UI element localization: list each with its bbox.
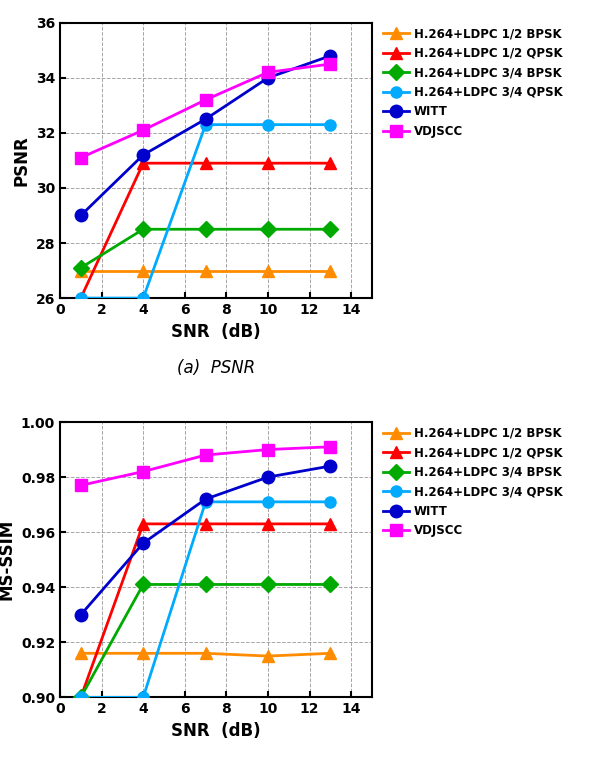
H.264+LDPC 1/2 QPSK [140,519,147,528]
H.264+LDPC 3/4 BPSK [140,580,147,589]
Text: (a)  PSNR: (a) PSNR [177,359,255,377]
Line: H.264+LDPC 1/2 QPSK: H.264+LDPC 1/2 QPSK [75,158,336,304]
H.264+LDPC 3/4 BPSK [327,224,334,233]
H.264+LDPC 1/2 QPSK [327,158,334,168]
H.264+LDPC 1/2 QPSK [77,693,85,702]
VDJSCC [140,126,147,135]
VDJSCC [265,67,272,77]
H.264+LDPC 3/4 QPSK [77,293,85,302]
VDJSCC [77,481,85,490]
H.264+LDPC 3/4 BPSK [140,224,147,233]
VDJSCC [202,96,209,105]
H.264+LDPC 1/2 QPSK [265,158,272,168]
X-axis label: SNR  (dB): SNR (dB) [171,322,261,340]
H.264+LDPC 1/2 BPSK [265,266,272,275]
H.264+LDPC 3/4 BPSK [202,580,209,589]
WITT [77,610,85,619]
VDJSCC [327,442,334,451]
WITT [327,462,334,471]
H.264+LDPC 1/2 BPSK [140,649,147,658]
H.264+LDPC 3/4 BPSK [265,580,272,589]
WITT [327,52,334,61]
Line: H.264+LDPC 3/4 QPSK: H.264+LDPC 3/4 QPSK [75,119,336,304]
WITT [265,472,272,481]
H.264+LDPC 1/2 BPSK [202,649,209,658]
H.264+LDPC 1/2 BPSK [327,649,334,658]
H.264+LDPC 3/4 QPSK [265,497,272,506]
Legend: H.264+LDPC 1/2 BPSK, H.264+LDPC 1/2 QPSK, H.264+LDPC 3/4 BPSK, H.264+LDPC 3/4 QP: H.264+LDPC 1/2 BPSK, H.264+LDPC 1/2 QPSK… [378,422,567,542]
H.264+LDPC 3/4 BPSK [77,263,85,272]
H.264+LDPC 3/4 BPSK [77,693,85,702]
VDJSCC [140,467,147,476]
Line: H.264+LDPC 3/4 BPSK: H.264+LDPC 3/4 BPSK [75,224,336,274]
H.264+LDPC 1/2 QPSK [202,519,209,528]
H.264+LDPC 3/4 QPSK [140,693,147,702]
Line: WITT: WITT [74,460,337,621]
H.264+LDPC 1/2 BPSK [265,652,272,661]
Line: VDJSCC: VDJSCC [74,440,337,492]
H.264+LDPC 3/4 QPSK [77,693,85,702]
Y-axis label: MS-SSIM: MS-SSIM [0,519,16,600]
Line: VDJSCC: VDJSCC [74,58,337,164]
H.264+LDPC 3/4 QPSK [140,293,147,302]
WITT [140,539,147,548]
Line: H.264+LDPC 1/2 BPSK: H.264+LDPC 1/2 BPSK [75,265,336,276]
H.264+LDPC 1/2 QPSK [77,293,85,302]
H.264+LDPC 1/2 BPSK [202,266,209,275]
H.264+LDPC 1/2 BPSK [327,266,334,275]
H.264+LDPC 1/2 QPSK [140,158,147,168]
H.264+LDPC 3/4 QPSK [202,497,209,506]
WITT [202,114,209,124]
H.264+LDPC 3/4 BPSK [202,224,209,233]
H.264+LDPC 1/2 BPSK [77,649,85,658]
H.264+LDPC 3/4 QPSK [327,497,334,506]
Line: H.264+LDPC 3/4 BPSK: H.264+LDPC 3/4 BPSK [75,579,336,703]
VDJSCC [202,450,209,459]
VDJSCC [327,59,334,68]
H.264+LDPC 3/4 QPSK [202,120,209,129]
WITT [202,494,209,503]
WITT [77,211,85,220]
Line: H.264+LDPC 1/2 QPSK: H.264+LDPC 1/2 QPSK [75,518,336,703]
VDJSCC [265,445,272,454]
H.264+LDPC 3/4 BPSK [265,224,272,233]
H.264+LDPC 3/4 QPSK [327,120,334,129]
VDJSCC [77,153,85,162]
H.264+LDPC 3/4 QPSK [265,120,272,129]
Line: H.264+LDPC 3/4 QPSK: H.264+LDPC 3/4 QPSK [75,496,336,703]
Y-axis label: PSNR: PSNR [12,135,30,186]
H.264+LDPC 1/2 QPSK [265,519,272,528]
Line: H.264+LDPC 1/2 BPSK: H.264+LDPC 1/2 BPSK [75,648,336,662]
X-axis label: SNR  (dB): SNR (dB) [171,722,261,740]
Line: WITT: WITT [74,49,337,222]
H.264+LDPC 1/2 BPSK [140,266,147,275]
H.264+LDPC 1/2 QPSK [327,519,334,528]
WITT [140,150,147,159]
H.264+LDPC 1/2 QPSK [202,158,209,168]
H.264+LDPC 1/2 BPSK [77,266,85,275]
Legend: H.264+LDPC 1/2 BPSK, H.264+LDPC 1/2 QPSK, H.264+LDPC 3/4 BPSK, H.264+LDPC 3/4 QP: H.264+LDPC 1/2 BPSK, H.264+LDPC 1/2 QPSK… [378,23,567,143]
H.264+LDPC 3/4 BPSK [327,580,334,589]
WITT [265,74,272,83]
